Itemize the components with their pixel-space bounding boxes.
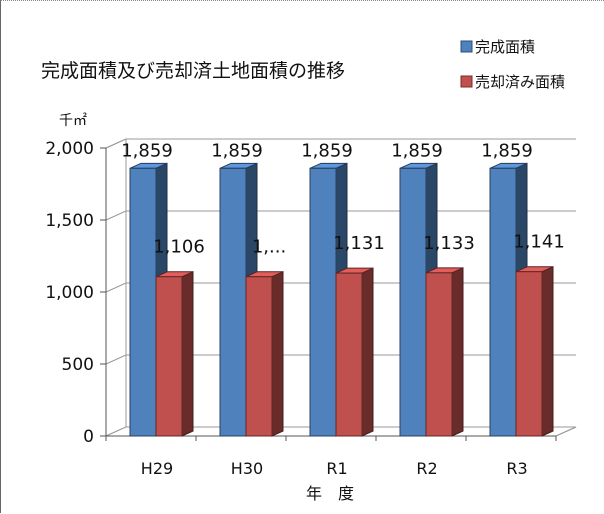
bar-completed-front (399, 167, 427, 437)
bar-sold-front (245, 276, 273, 437)
data-label-completed: 1,859 (211, 140, 263, 161)
bar-sold (245, 271, 284, 437)
x-tick-label: H30 (231, 459, 263, 478)
legend-swatch-completed (460, 40, 473, 53)
legend-swatch-sold (460, 75, 473, 88)
legend: 完成面積 売却済み面積 (460, 38, 565, 91)
bar-sold-front (425, 272, 453, 437)
bar-sold-front (515, 271, 543, 437)
y-tick-label: 1,500 (45, 211, 94, 231)
data-label-completed: 1,859 (481, 140, 533, 161)
data-label-sold: 1,133 (423, 233, 475, 254)
data-label-sold: 1,... (252, 237, 286, 258)
gridline-depth (105, 282, 127, 293)
bar-sold (155, 271, 194, 437)
y-tick-label: 500 (62, 355, 94, 375)
y-tick-label: 0 (83, 427, 94, 447)
data-label-sold: 1,131 (333, 233, 385, 254)
bar-sold (425, 267, 464, 437)
data-label-completed: 1,859 (121, 140, 173, 161)
x-axis-ticks: H29 H30 R1 R2 R3 (105, 436, 557, 478)
bar-sold (335, 267, 374, 437)
bar-sold-side (361, 267, 374, 437)
bar-sold-front (155, 276, 183, 437)
bar-sold-front (335, 272, 363, 437)
y-tick-label: 1,000 (45, 283, 94, 303)
chart-title: 完成面積及び売却済土地面積の推移 (41, 60, 345, 82)
data-label-completed: 1,859 (391, 140, 443, 161)
x-tick-label: R1 (326, 459, 347, 478)
y-tick-label: 2,000 (45, 139, 94, 159)
x-tick-label: R3 (506, 459, 527, 478)
floor-edge (555, 426, 577, 437)
y-axis-unit-label: 千㎡ (59, 113, 87, 129)
bar-completed-front (309, 167, 337, 437)
bars (129, 162, 554, 437)
x-tick-label: H29 (141, 459, 173, 478)
bar-sold-side (181, 271, 194, 437)
bar-completed-front (489, 167, 517, 437)
legend-label-completed: 完成面積 (475, 38, 535, 56)
bar-completed-front (129, 167, 157, 437)
gridline-depth (105, 354, 127, 365)
bar-sold-side (271, 271, 284, 437)
data-label-sold: 1,141 (513, 232, 565, 253)
data-label-sold: 1,106 (153, 237, 205, 258)
x-axis-title: 年 度 (306, 484, 354, 503)
bar-sold-side (451, 267, 464, 437)
bar-completed-front (219, 167, 247, 437)
x-tick-label: R2 (416, 459, 437, 478)
data-label-completed: 1,859 (301, 140, 353, 161)
bar-sold (515, 265, 554, 437)
bar-sold-side (541, 265, 554, 437)
y-axis-ticks: 0 500 1,000 1,500 2,000 (45, 139, 556, 447)
gridline-depth (105, 138, 127, 149)
legend-label-sold: 売却済み面積 (475, 73, 565, 91)
data-labels: 1,859 1,106 1,859 1,... 1,859 1,131 1,859 1,133… (121, 140, 565, 257)
gridline-depth (105, 210, 127, 221)
